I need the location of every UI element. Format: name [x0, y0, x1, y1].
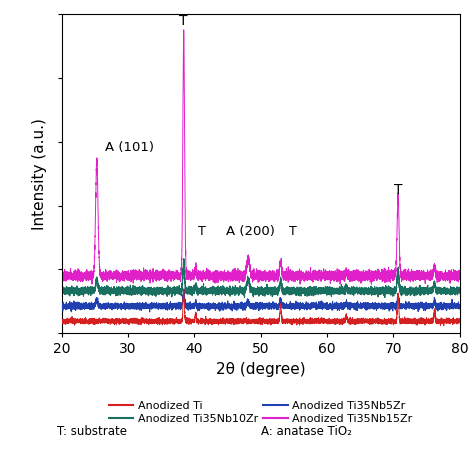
Text: A: anatase TiO₂: A: anatase TiO₂: [261, 425, 352, 438]
Y-axis label: Intensity (a.u.): Intensity (a.u.): [32, 118, 47, 230]
Text: A (101): A (101): [105, 142, 154, 155]
Text: T: T: [199, 225, 206, 238]
Text: T: T: [180, 14, 188, 28]
Text: T: T: [394, 182, 402, 197]
Text: T: substrate: T: substrate: [57, 425, 127, 438]
Text: T: T: [289, 225, 296, 238]
X-axis label: 2θ (degree): 2θ (degree): [216, 362, 306, 377]
Text: A (200): A (200): [226, 225, 275, 238]
Legend: Anodized Ti, Anodized Ti35Nb10Zr, Anodized Ti35Nb5Zr, Anodized Ti35Nb15Zr: Anodized Ti, Anodized Ti35Nb10Zr, Anodiz…: [104, 396, 417, 429]
